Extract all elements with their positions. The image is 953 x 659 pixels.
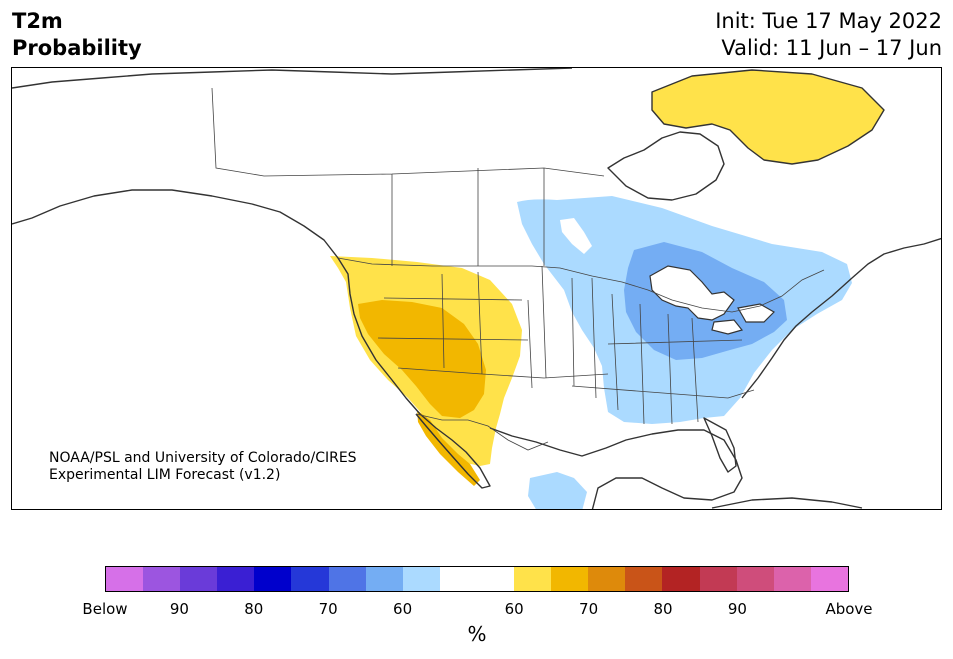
white-patch-in-blue [560, 218, 592, 254]
init-date: Init: Tue 17 May 2022 [715, 9, 942, 33]
colorbar-cell [625, 567, 663, 591]
colorbar-cell [773, 567, 811, 591]
coastlines [12, 68, 941, 509]
colorbar-tick-label: Below [82, 600, 128, 618]
pacific-coast [12, 189, 491, 489]
colorbar-tick-label: 70 [579, 600, 599, 618]
hudson-bay-coast [607, 131, 725, 201]
canada-province-lines [211, 87, 605, 266]
atlantic-coast [741, 237, 941, 399]
gold-west-area [358, 300, 486, 418]
colorbar-tick-label: 60 [393, 600, 413, 618]
colorbar-cell [810, 567, 848, 591]
title-line-1: T2m [12, 9, 63, 33]
us-canada-border [337, 257, 825, 313]
map-panel [11, 67, 942, 510]
colorbar-cell [402, 567, 440, 591]
north-america-map [12, 68, 941, 509]
colorbar-cell [291, 567, 329, 591]
forecast-credit: NOAA/PSL and University of Colorado/CIRE… [49, 450, 357, 484]
florida-coast [703, 417, 737, 473]
gulf-coast [489, 427, 743, 509]
colorbar-tick-label: 90 [169, 600, 189, 618]
baja-gold-peninsula [417, 410, 480, 486]
credit-line-1: NOAA/PSL and University of Colorado/CIRE… [49, 450, 357, 466]
colorbar-cell [328, 567, 366, 591]
credit-line-2: Experimental LIM Forecast (v1.2) [49, 467, 281, 483]
colorbar-tick-label: 70 [318, 600, 338, 618]
colorbar-cell [439, 567, 477, 591]
colorbar-cell [217, 567, 255, 591]
us-mexico-border [415, 413, 549, 451]
probability-colorbar [105, 566, 849, 592]
light-blue-mexico-area [528, 472, 587, 509]
colorbar-cell [551, 567, 589, 591]
caribbean-coast [711, 497, 863, 509]
colorbar-tick-label: 60 [504, 600, 524, 618]
colorbar-tick-label: 80 [244, 600, 264, 618]
colorbar-cell [662, 567, 700, 591]
colorbar-cell [254, 567, 292, 591]
colorbar-tick-label: 90 [727, 600, 747, 618]
colorbar-cell [514, 567, 552, 591]
greenland-coast [651, 69, 885, 165]
colorbar-cell [143, 567, 181, 591]
warm-region [330, 70, 884, 486]
colorbar-cell [588, 567, 626, 591]
colorbar-cell [106, 567, 144, 591]
colorbar-cell [699, 567, 737, 591]
colorbar-cell [365, 567, 403, 591]
colorbar-unit-label: % [467, 622, 487, 646]
forecast-dates: Init: Tue 17 May 2022 Valid: 11 Jun – 17… [715, 8, 942, 62]
political-borders [211, 87, 825, 451]
us-state-grid [377, 265, 755, 425]
colorbar-cell [476, 567, 515, 591]
colorbar-cell [736, 567, 774, 591]
greenland-yellow-area [652, 70, 884, 164]
colorbar-cell [180, 567, 218, 591]
map-title: T2m Probability [12, 8, 142, 62]
great-lakes-white [649, 265, 775, 335]
valid-range: Valid: 11 Jun – 17 Jun [721, 36, 942, 60]
colorbar-tick-label: Above [825, 600, 873, 618]
arctic-coast [12, 68, 573, 89]
title-line-2: Probability [12, 36, 142, 60]
colorbar-tick-label: 80 [653, 600, 673, 618]
